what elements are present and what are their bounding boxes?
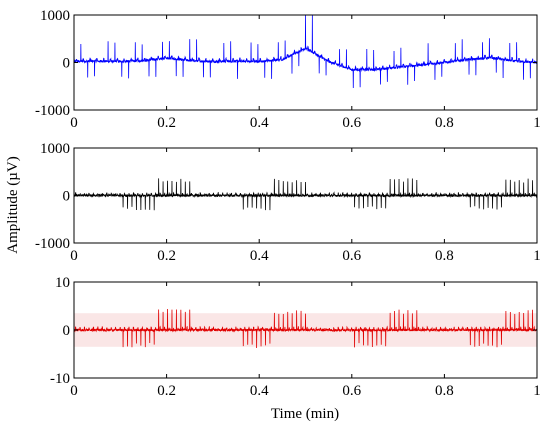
y-tick-label: 1000	[40, 141, 70, 157]
signal-line	[74, 178, 537, 211]
x-tick-label: 0.2	[157, 115, 176, 131]
x-tick-label: 0.2	[157, 248, 176, 264]
x-tick-label: 0.4	[250, 248, 269, 264]
x-tick-label: 0.8	[435, 383, 454, 399]
x-tick-label: 0.6	[342, 383, 361, 399]
y-tick-label: 1000	[40, 8, 70, 24]
y-tick-label: 0	[63, 189, 71, 205]
signal-line	[74, 309, 537, 349]
x-tick-label: 0	[70, 115, 78, 131]
y-axis-title: Amplitude (µV)	[5, 156, 21, 253]
x-tick-label: 0	[70, 383, 78, 399]
x-tick-label: 0	[70, 248, 78, 264]
x-tick-label: 0.8	[435, 115, 454, 131]
y-tick-label: -10	[50, 371, 70, 387]
x-tick-label: 1	[533, 383, 541, 399]
x-tick-label: 1	[533, 115, 541, 131]
x-tick-label: 0.6	[342, 115, 361, 131]
y-tick-label: 0	[63, 56, 71, 72]
y-tick-label: -1000	[35, 103, 70, 119]
y-tick-label: 10	[55, 275, 70, 291]
x-tick-label: 0.2	[157, 383, 176, 399]
x-tick-label: 0.4	[250, 383, 269, 399]
signal-line	[74, 15, 537, 88]
x-tick-label: 0.6	[342, 248, 361, 264]
x-tick-label: 0.4	[250, 115, 269, 131]
x-tick-label: 1	[533, 248, 541, 264]
y-tick-label: -1000	[35, 236, 70, 252]
x-tick-label: 0.8	[435, 248, 454, 264]
y-tick-label: 0	[63, 323, 71, 339]
x-axis-title: Time (min)	[271, 406, 339, 422]
